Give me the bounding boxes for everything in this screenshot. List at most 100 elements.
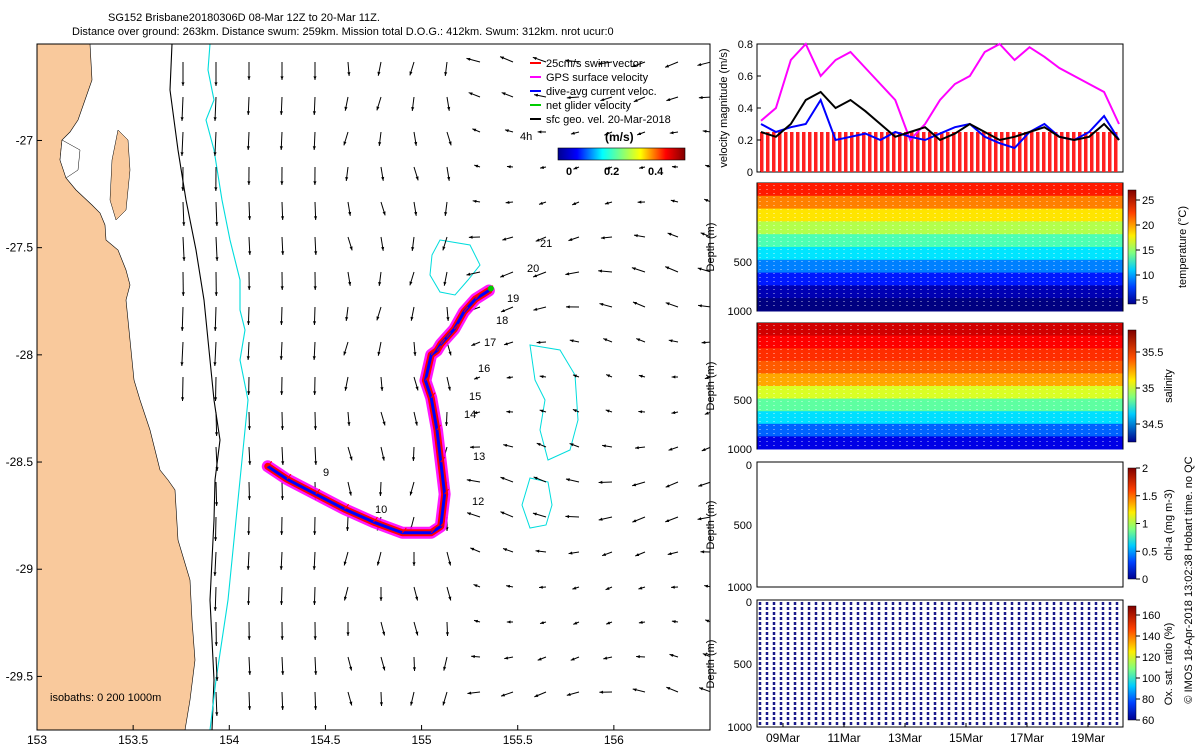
- velocity-vector-head: [705, 619, 710, 623]
- oxygen-ytick-1000: 1000: [728, 722, 752, 734]
- swim-speed-bar: [916, 132, 920, 172]
- temperature-band: [757, 208, 1123, 222]
- velocity-vector-head: [503, 443, 508, 448]
- velocity-vector-head: [632, 301, 637, 305]
- day-label-9: 9: [323, 467, 329, 479]
- swim-speed-bar: [844, 132, 848, 172]
- velocity-vector-head: [312, 321, 317, 325]
- velocity-vector-head: [247, 76, 251, 80]
- temperature-band: [757, 183, 1123, 197]
- velocity-vector-head: [247, 496, 251, 500]
- swim-vector-tick: [444, 488, 450, 495]
- swim-speed-bar: [892, 132, 896, 172]
- velocity-vector-head: [246, 321, 251, 325]
- velocity-vector: [738, 377, 744, 379]
- velocity-vector-head: [636, 338, 641, 342]
- velocity-vector-head: [535, 238, 540, 242]
- velocity-vector-head: [736, 129, 740, 132]
- velocity-vector-head: [414, 421, 418, 426]
- map-xtick-6: 156: [604, 733, 624, 747]
- swim-speed-bar: [1084, 132, 1088, 172]
- velocity-vector-head: [632, 688, 637, 692]
- velocity-vector-head: [704, 584, 709, 588]
- velocity-vector-head: [213, 362, 217, 366]
- velocity-vector-head: [700, 550, 705, 554]
- map-ytick-0: -27: [16, 133, 34, 147]
- legend-item-2: dive-avg current veloc.: [546, 86, 657, 98]
- velocity-vector: [738, 165, 744, 167]
- oxygen-ytick-500: 500: [734, 659, 752, 671]
- velocity-vector-head: [313, 426, 317, 430]
- velocity-vector-head: [702, 129, 707, 133]
- velocity-vector-head: [247, 216, 252, 220]
- glider-track: [261, 284, 495, 539]
- velocity-vector-head: [349, 701, 353, 706]
- velocity-vector: [731, 482, 744, 483]
- velocity-vector-head: [570, 131, 575, 135]
- velocity-vector-head: [735, 342, 739, 345]
- velocity-vector-head: [637, 132, 642, 136]
- net-glider-velocity-marker: [487, 285, 494, 292]
- velocity-vector-head: [214, 292, 218, 296]
- velocity-vector-head: [448, 596, 452, 601]
- cbar-tick-0: 0: [566, 166, 572, 178]
- velocity-vector-head: [313, 706, 318, 710]
- velocity-vector-head: [379, 702, 383, 706]
- velocity-vector-head: [246, 356, 250, 360]
- surface-velocity-vectors: [180, 56, 744, 717]
- velocity-vector-head: [180, 152, 184, 156]
- velocity-vector-head: [247, 286, 251, 290]
- velocity-vector-head: [281, 461, 285, 465]
- velocity-vector-head: [248, 461, 252, 465]
- velocity-vector-head: [566, 96, 571, 100]
- velocity-vector-head: [444, 212, 448, 216]
- velocity-vector-head: [704, 376, 709, 380]
- salinity-cbar-tick-2: 34.5: [1142, 419, 1163, 431]
- velocity-vector-head: [343, 561, 347, 566]
- swim-speed-bar: [1018, 132, 1022, 172]
- swim-speed-bar: [1078, 132, 1082, 172]
- swim-speed-bar: [1114, 132, 1118, 172]
- velocity-vector-head: [280, 216, 285, 220]
- velocity-vector: [736, 129, 744, 132]
- velocity-vector-head: [345, 527, 350, 531]
- velocity-vector-head: [698, 96, 703, 100]
- velocity-vector-head: [214, 432, 219, 436]
- map-legend: 25cm/s swim vector GPS surface velocity di…: [530, 58, 671, 126]
- velocity-vector-head: [213, 117, 217, 121]
- isobath-200: [169, 44, 221, 730]
- velocity-vector-head: [248, 671, 252, 675]
- velocity-vector-head: [347, 422, 351, 426]
- velocity-vector: [734, 549, 744, 552]
- velocity-vector-head: [599, 690, 604, 694]
- velocity-vector-head: [730, 60, 734, 63]
- velocity-vector-head: [379, 597, 383, 601]
- velocity-vector-head: [666, 687, 671, 691]
- oxygen-panel: Depth (m) 0 500 1000 160 140 120 100 80 60 Ox…: [705, 597, 1175, 734]
- velocity-vector-head: [215, 712, 219, 716]
- velocity-vector-head: [180, 327, 184, 331]
- legend-item-0: 25cm/s swim vector: [546, 58, 643, 70]
- swim-speed-bar: [766, 132, 770, 172]
- map-ytick-2: -28: [16, 348, 34, 362]
- velocity-vector-head: [667, 232, 672, 236]
- velocity-vector-head: [181, 187, 185, 191]
- velocity-vector-head: [603, 656, 608, 660]
- velocity-vector-head: [376, 561, 380, 566]
- velocity-vector-head: [536, 340, 541, 344]
- velocity-vector-head: [565, 272, 570, 276]
- velocity-vector-head: [631, 64, 636, 68]
- velocity-vector: [181, 131, 184, 156]
- velocity-vector-head: [442, 246, 446, 251]
- velocity-vector-head: [568, 237, 573, 241]
- velocity-vector-head: [312, 111, 316, 115]
- velocity-vector-head: [415, 631, 419, 636]
- velocity-vector-head: [604, 132, 609, 136]
- velocity-vector-head: [599, 303, 604, 307]
- time-xtick-1: 11Mar: [827, 731, 860, 745]
- swim-speed-bar: [976, 132, 980, 172]
- velocity-vector: [181, 306, 184, 332]
- velocity-vector-head: [313, 531, 317, 535]
- velocity-vector-head: [182, 257, 186, 261]
